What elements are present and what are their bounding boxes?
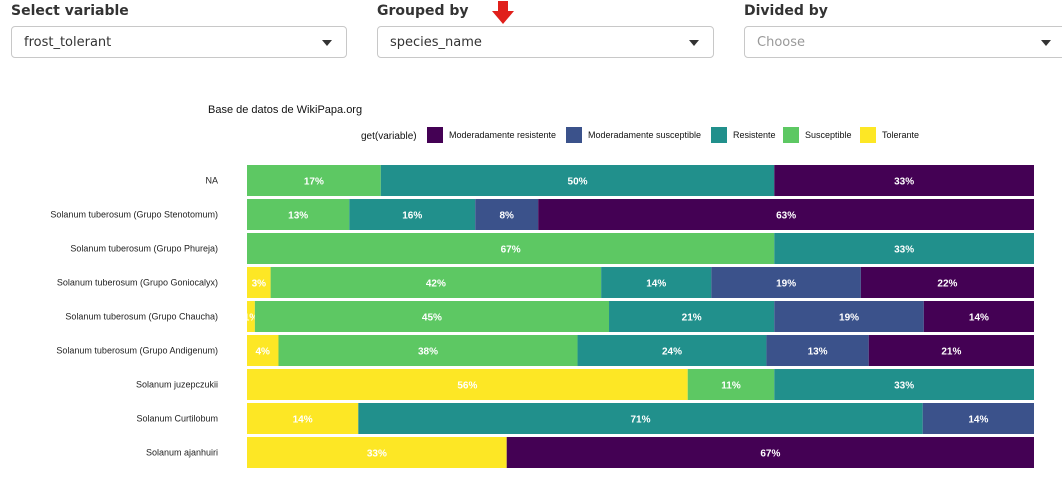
bar-value-label: 19% <box>776 279 796 290</box>
bar-value-label: 1% <box>244 313 259 324</box>
divided-by-dropdown[interactable]: Choose <box>744 26 1062 58</box>
bar-segment <box>711 267 861 298</box>
bar-segment <box>506 437 1035 468</box>
bar-value-label: 19% <box>839 313 859 324</box>
bar-segment <box>358 403 923 434</box>
bar-segment <box>687 369 775 400</box>
category-label: Solanum ajanhuiri <box>146 448 218 458</box>
chart-title: Base de datos de WikiPapa.org <box>208 104 363 116</box>
bar-value-label: 71% <box>630 415 650 426</box>
bar-segment <box>601 267 712 298</box>
bar-segment <box>247 199 350 230</box>
grouped-by-dropdown[interactable]: species_name <box>377 26 714 58</box>
bar-value-label: 38% <box>418 347 438 358</box>
bar-segment <box>609 301 775 332</box>
chevron-down-icon <box>322 40 332 46</box>
bar-segment <box>380 165 775 196</box>
bar-value-label: 16% <box>402 211 422 222</box>
bar-value-label: 45% <box>422 313 442 324</box>
bar-value-label: 63% <box>776 211 796 222</box>
bar-segment <box>247 437 507 468</box>
bar-value-label: 3% <box>252 279 267 290</box>
category-label: NA <box>205 176 218 186</box>
select-variable-dropdown[interactable]: frost_tolerant <box>11 26 347 58</box>
bar-segment <box>247 301 255 332</box>
bar-value-label: 13% <box>808 347 828 358</box>
legend-key <box>860 127 876 143</box>
bar-value-label: 21% <box>941 347 961 358</box>
chevron-down-icon <box>1041 40 1051 46</box>
bar-value-label: 67% <box>760 449 780 460</box>
legend-key <box>566 127 582 143</box>
bar-value-label: 50% <box>568 177 588 188</box>
bar-value-label: 21% <box>682 313 702 324</box>
legend-label: Resistente <box>733 130 776 140</box>
bar-value-label: 24% <box>662 347 682 358</box>
bar-segment <box>774 233 1034 264</box>
bar-value-label: 4% <box>256 347 271 358</box>
bar-value-label: 11% <box>721 381 741 392</box>
bar-segment <box>538 199 1034 230</box>
bar-value-label: 42% <box>426 279 446 290</box>
bar-segment <box>922 403 1034 434</box>
bar-value-label: 17% <box>304 177 324 188</box>
category-label: Solanum tuberosum (Grupo Phureja) <box>70 244 218 254</box>
bar-value-label: 8% <box>499 211 514 222</box>
bar-value-label: 33% <box>367 449 387 460</box>
bar-segment <box>278 335 578 366</box>
bar-value-label: 13% <box>288 211 308 222</box>
legend-label: Susceptible <box>805 130 852 140</box>
select-variable-value: frost_tolerant <box>24 35 112 50</box>
bar-segment <box>577 335 767 366</box>
legend-label: Tolerante <box>882 130 920 140</box>
bar-segment <box>247 267 271 298</box>
legend-title: get(variable) <box>361 131 417 142</box>
bar-value-label: 14% <box>969 313 989 324</box>
bar-segment <box>247 369 688 400</box>
bar-segment <box>247 233 775 264</box>
chevron-down-icon <box>689 40 699 46</box>
legend-key <box>711 127 727 143</box>
bar-segment <box>349 199 476 230</box>
bar-value-label: 56% <box>457 381 477 392</box>
bar-segment <box>923 301 1034 332</box>
bar-segment <box>247 335 279 366</box>
grouped-by-value: species_name <box>390 35 482 50</box>
bar-value-label: 14% <box>646 279 666 290</box>
category-label: Solanum tuberosum (Grupo Andigenum) <box>56 346 218 356</box>
category-label: Solanum tuberosum (Grupo Goniocalyx) <box>57 278 218 288</box>
bar-segment <box>766 335 869 366</box>
bar-value-label: 14% <box>968 415 988 426</box>
legend-label: Moderadamente resistente <box>449 130 557 140</box>
legend-label: Moderadamente susceptible <box>588 130 702 140</box>
category-label: Solanum tuberosum (Grupo Stenotomum) <box>50 210 218 220</box>
red-down-arrow-icon <box>492 1 514 24</box>
divided-by-placeholder: Choose <box>757 35 805 50</box>
bar-value-label: 67% <box>501 245 521 256</box>
bar-segment <box>868 335 1034 366</box>
bar-value-label: 33% <box>894 177 914 188</box>
bar-segment <box>774 165 1034 196</box>
bar-segment <box>247 165 381 196</box>
bar-value-label: 33% <box>894 381 914 392</box>
bar-segment <box>254 301 610 332</box>
legend-key <box>427 127 443 143</box>
bar-value-label: 14% <box>293 415 313 426</box>
category-label: Solanum tuberosum (Grupo Chaucha) <box>65 312 218 322</box>
select-variable-label: Select variable <box>11 3 129 19</box>
bar-segment <box>247 403 359 434</box>
bar-value-label: 22% <box>937 279 957 290</box>
bar-segment <box>475 199 539 230</box>
bar-value-label: 33% <box>894 245 914 256</box>
bar-segment <box>270 267 602 298</box>
category-label: Solanum Curtilobum <box>136 414 218 424</box>
bar-segment <box>774 301 924 332</box>
category-label: Solanum juzepczukii <box>136 380 218 390</box>
bar-segment <box>860 267 1034 298</box>
bar-segment <box>774 369 1034 400</box>
divided-by-label: Divided by <box>744 3 828 19</box>
grouped-by-label: Grouped by <box>377 3 469 19</box>
legend-key <box>783 127 799 143</box>
